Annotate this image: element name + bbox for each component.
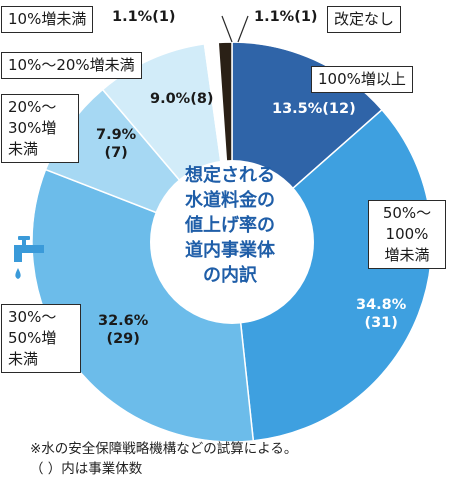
footnote: ※水の安全保障戦略機構などの試算による。 （ ）内は事業体数	[30, 441, 298, 477]
value-no-revision: 1.1%(1)	[254, 9, 318, 25]
value-50-100: 34.8% (31)	[356, 297, 407, 331]
center-hole	[150, 160, 314, 324]
label-20-30: 20%～ 30%増 未満	[1, 94, 79, 163]
leader-line-0	[221, 15, 233, 43]
value-20-30: 7.9% (7)	[96, 127, 137, 161]
leader-line-1	[237, 15, 249, 43]
label-10-20: 10%～20%増未満	[1, 52, 142, 79]
chart-title: 想定される 水道料金の 値上げ率の 道内事業体 の内訳	[185, 165, 275, 286]
label-30-50: 30%～ 50%増 未満	[1, 304, 81, 373]
value-30-50: 32.6% (29)	[98, 313, 149, 347]
label-no-revision: 改定なし	[327, 6, 402, 33]
value-10-20: 9.0%(8)	[150, 91, 214, 107]
label-under-10: 10%増未満	[1, 6, 94, 33]
label-100-plus: 100%増以上	[311, 66, 413, 93]
value-under-10: 1.1%(1)	[112, 9, 176, 25]
label-50-100: 50%～ 100% 増未満	[368, 200, 446, 269]
faucet-icon	[14, 236, 44, 279]
value-100-plus: 13.5%(12)	[272, 101, 356, 117]
